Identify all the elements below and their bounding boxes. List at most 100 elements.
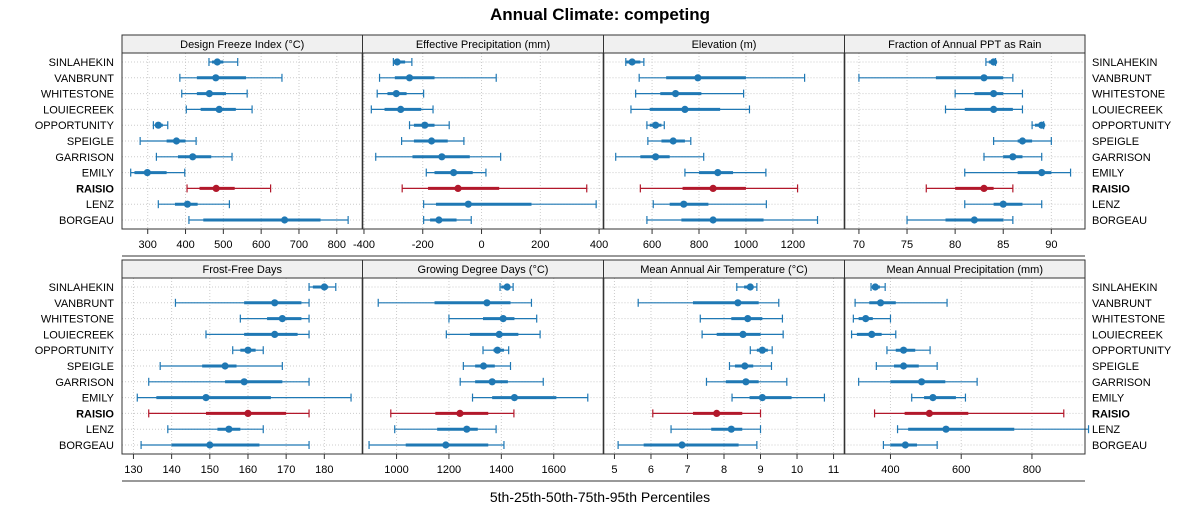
x-tick-label: 600 <box>952 464 970 476</box>
x-tick-label: 500 <box>214 239 232 251</box>
panel-title: Effective Precipitation (mm) <box>416 39 550 51</box>
panel-title: Elevation (m) <box>692 39 757 51</box>
site-label-right: SINLAHEKIN <box>1092 282 1157 294</box>
site-label-right: LENZ <box>1092 424 1120 436</box>
median-point <box>495 330 503 338</box>
median-point <box>442 441 450 449</box>
site-label-right: BORGEAU <box>1092 440 1147 452</box>
median-point <box>942 425 950 433</box>
x-tick-label: 11 <box>828 464 839 476</box>
median-point <box>628 58 636 66</box>
site-label-left: GARRISON <box>55 377 114 389</box>
site-label-left: VANBRUNT <box>54 298 114 310</box>
site-label-right: WHITESTONE <box>1092 314 1165 326</box>
median-point <box>669 137 677 145</box>
x-tick-label: 8 <box>721 464 727 476</box>
x-tick-label: 1600 <box>541 464 565 476</box>
x-tick-label: 9 <box>757 464 763 476</box>
x-tick-label: 600 <box>643 239 661 251</box>
median-point <box>990 58 998 66</box>
x-tick-label: 5 <box>611 464 617 476</box>
median-point <box>281 216 289 224</box>
site-label-right: SINLAHEKIN <box>1092 57 1157 69</box>
x-tick-label: 0 <box>478 239 484 251</box>
x-tick-label: 70 <box>853 239 865 251</box>
panel-title: Design Freeze Index (°C) <box>180 39 304 51</box>
site-label-left: LENZ <box>86 424 114 436</box>
median-point <box>464 200 472 208</box>
median-point <box>221 362 229 370</box>
site-label-left: WHITESTONE <box>41 314 114 326</box>
median-point <box>244 346 252 354</box>
median-point <box>189 153 197 161</box>
median-point <box>671 90 680 98</box>
median-point <box>876 299 885 307</box>
median-point <box>999 200 1007 208</box>
site-label-right: LOUIECREEK <box>1092 329 1164 341</box>
x-tick-label: 180 <box>315 464 333 476</box>
median-point <box>397 105 405 113</box>
panel-title: Mean Annual Air Temperature (°C) <box>640 264 807 276</box>
x-tick-label: 700 <box>290 239 308 251</box>
median-point <box>678 441 686 449</box>
median-point <box>488 378 496 386</box>
median-point <box>709 216 717 224</box>
site-label-right: SPEIGLE <box>1092 361 1139 373</box>
x-tick-label: 1200 <box>437 464 461 476</box>
median-point <box>899 362 908 370</box>
x-tick-label: 6 <box>648 464 654 476</box>
x-tick-label: 140 <box>162 464 180 476</box>
x-tick-label: 600 <box>252 239 270 251</box>
site-label-left: OPPORTUNITY <box>35 345 115 357</box>
median-point <box>225 425 233 433</box>
x-tick-label: 75 <box>901 239 913 251</box>
x-tick-label: 800 <box>690 239 708 251</box>
x-tick-label: 160 <box>239 464 257 476</box>
median-point <box>454 184 462 192</box>
site-label-right: GARRISON <box>1092 152 1151 164</box>
x-tick-label: 85 <box>997 239 1009 251</box>
site-label-right: GARRISON <box>1092 377 1151 389</box>
median-point <box>980 184 988 192</box>
x-tick-label: 170 <box>277 464 295 476</box>
median-point <box>213 58 221 66</box>
site-label-right: LOUIECREEK <box>1092 104 1164 116</box>
x-tick-label: 1400 <box>489 464 513 476</box>
site-label-left: EMILY <box>82 168 115 180</box>
median-point <box>205 90 213 98</box>
median-point <box>1009 153 1017 161</box>
median-point <box>727 425 735 433</box>
median-point <box>320 283 328 291</box>
site-label-left: WHITESTONE <box>41 89 114 101</box>
site-label-right: BORGEAU <box>1092 215 1147 227</box>
site-label-left: BORGEAU <box>59 215 114 227</box>
site-label-left: LOUIECREEK <box>43 329 115 341</box>
x-tick-label: 400 <box>176 239 194 251</box>
median-point <box>758 346 766 354</box>
median-point <box>212 74 220 82</box>
site-label-left: GARRISON <box>55 152 114 164</box>
median-point <box>871 283 879 291</box>
median-point <box>463 425 471 433</box>
x-tick-label: 1200 <box>781 239 805 251</box>
median-point <box>1018 137 1027 145</box>
site-label-left: SINLAHEKIN <box>49 57 114 69</box>
panel-title: Frost-Free Days <box>203 264 283 276</box>
median-point <box>244 409 252 417</box>
median-point <box>271 299 279 307</box>
median-point <box>278 315 286 323</box>
median-point <box>970 216 978 224</box>
median-point <box>438 153 446 161</box>
median-point <box>456 409 464 417</box>
site-label-left: LOUIECREEK <box>43 104 115 116</box>
panel-title: Mean Annual Precipitation (mm) <box>886 264 1043 276</box>
median-point <box>980 74 988 82</box>
site-label-right: OPPORTUNITY <box>1092 120 1172 132</box>
median-point <box>714 169 722 177</box>
site-label-right: EMILY <box>1092 168 1125 180</box>
x-tick-label: 80 <box>949 239 961 251</box>
median-point <box>154 121 162 129</box>
site-label-left: OPPORTUNITY <box>35 120 115 132</box>
site-label-right: WHITESTONE <box>1092 89 1165 101</box>
median-point <box>172 137 181 145</box>
